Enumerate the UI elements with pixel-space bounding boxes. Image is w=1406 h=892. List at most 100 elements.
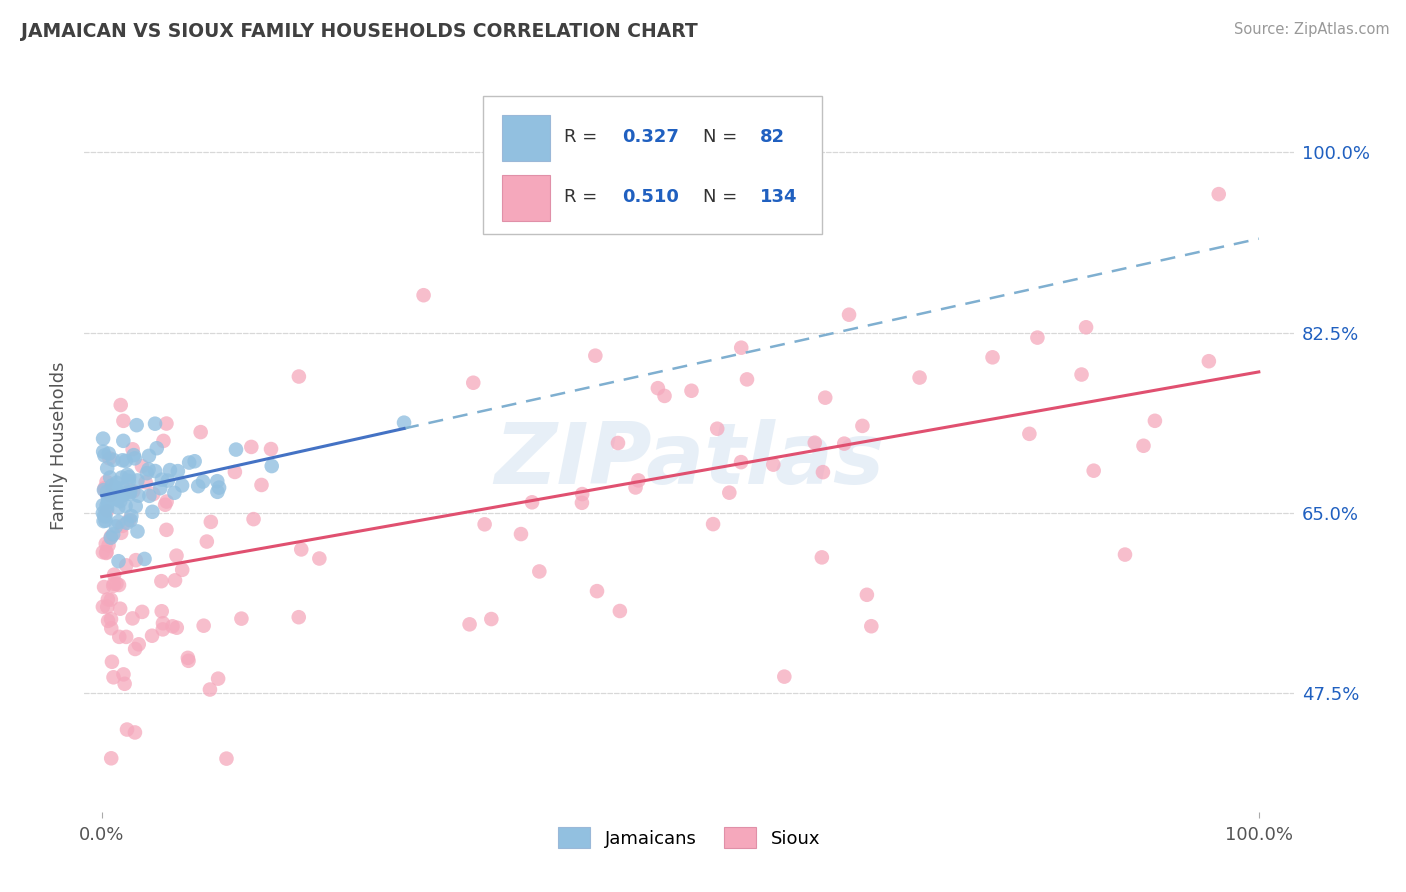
Text: N =: N = — [703, 128, 744, 146]
Point — [131, 459, 153, 474]
Point — [100, 531, 122, 545]
Point — [101, 483, 124, 498]
Point — [718, 485, 741, 500]
Point — [730, 341, 752, 355]
Point — [474, 517, 496, 532]
Point — [91, 545, 114, 559]
Point — [702, 517, 724, 532]
Point — [120, 508, 142, 523]
Point — [814, 391, 837, 405]
Point — [97, 491, 120, 506]
Point — [96, 545, 118, 559]
Point — [198, 682, 221, 697]
Point — [166, 549, 188, 563]
Point — [111, 453, 134, 467]
Point — [98, 451, 121, 466]
Point — [101, 655, 124, 669]
Point — [91, 432, 114, 446]
Point — [571, 496, 593, 510]
Point — [97, 494, 120, 508]
Point — [150, 604, 173, 618]
Point — [856, 588, 879, 602]
Point — [179, 456, 201, 470]
Point — [93, 481, 115, 495]
Point — [207, 484, 229, 499]
Point — [104, 480, 127, 494]
Point — [108, 630, 131, 644]
Point — [149, 481, 172, 495]
Point — [735, 372, 758, 386]
Point — [412, 288, 434, 302]
Point — [107, 500, 129, 515]
Point — [152, 623, 174, 637]
Point — [100, 592, 122, 607]
Point — [118, 487, 141, 501]
Point — [118, 474, 141, 488]
Point — [115, 454, 138, 468]
Point — [108, 578, 131, 592]
Point — [851, 418, 873, 433]
Point — [803, 435, 825, 450]
Point — [183, 454, 205, 468]
Point — [1070, 368, 1092, 382]
Point — [150, 574, 173, 589]
Point — [110, 494, 132, 508]
Point — [141, 629, 163, 643]
Point — [150, 473, 173, 487]
Point — [120, 513, 142, 527]
Point — [860, 619, 883, 633]
Point — [103, 453, 125, 467]
Text: 0.510: 0.510 — [623, 188, 679, 206]
Point — [111, 488, 134, 502]
Text: 0.327: 0.327 — [623, 128, 679, 146]
Point — [162, 619, 184, 633]
Point — [91, 599, 114, 614]
Point — [155, 417, 177, 431]
Point — [730, 455, 752, 469]
Point — [159, 463, 181, 477]
Point — [152, 616, 174, 631]
Point — [138, 449, 160, 463]
Point — [177, 654, 200, 668]
Point — [93, 508, 115, 523]
Point — [124, 451, 146, 466]
Point — [124, 642, 146, 657]
Point — [773, 670, 796, 684]
Point — [231, 612, 253, 626]
Point — [97, 447, 120, 461]
Point — [127, 474, 149, 488]
Point — [156, 474, 179, 488]
Point — [128, 637, 150, 651]
Text: R =: R = — [564, 188, 603, 206]
Point — [114, 486, 136, 500]
Point — [706, 422, 728, 436]
Text: ZIPatlas: ZIPatlas — [494, 419, 884, 502]
Point — [135, 466, 157, 480]
Point — [609, 604, 631, 618]
Text: 82: 82 — [761, 128, 786, 146]
Point — [117, 467, 139, 482]
Point — [152, 434, 174, 448]
Point — [583, 349, 606, 363]
Point — [287, 610, 309, 624]
Text: Source: ZipAtlas.com: Source: ZipAtlas.com — [1233, 22, 1389, 37]
Point — [107, 485, 129, 500]
Point — [97, 538, 120, 552]
Point — [93, 514, 115, 528]
Point — [163, 574, 186, 588]
Point — [121, 442, 143, 457]
Point — [127, 524, 149, 539]
Point — [94, 509, 117, 524]
Point — [118, 470, 141, 484]
Point — [103, 567, 125, 582]
Point — [510, 527, 533, 541]
Point — [224, 465, 246, 479]
Point — [190, 425, 212, 439]
Point — [135, 475, 157, 490]
FancyBboxPatch shape — [484, 96, 823, 234]
Point — [118, 513, 141, 527]
FancyBboxPatch shape — [502, 115, 550, 161]
Point — [242, 512, 264, 526]
Point — [118, 483, 141, 497]
Point — [96, 599, 118, 614]
